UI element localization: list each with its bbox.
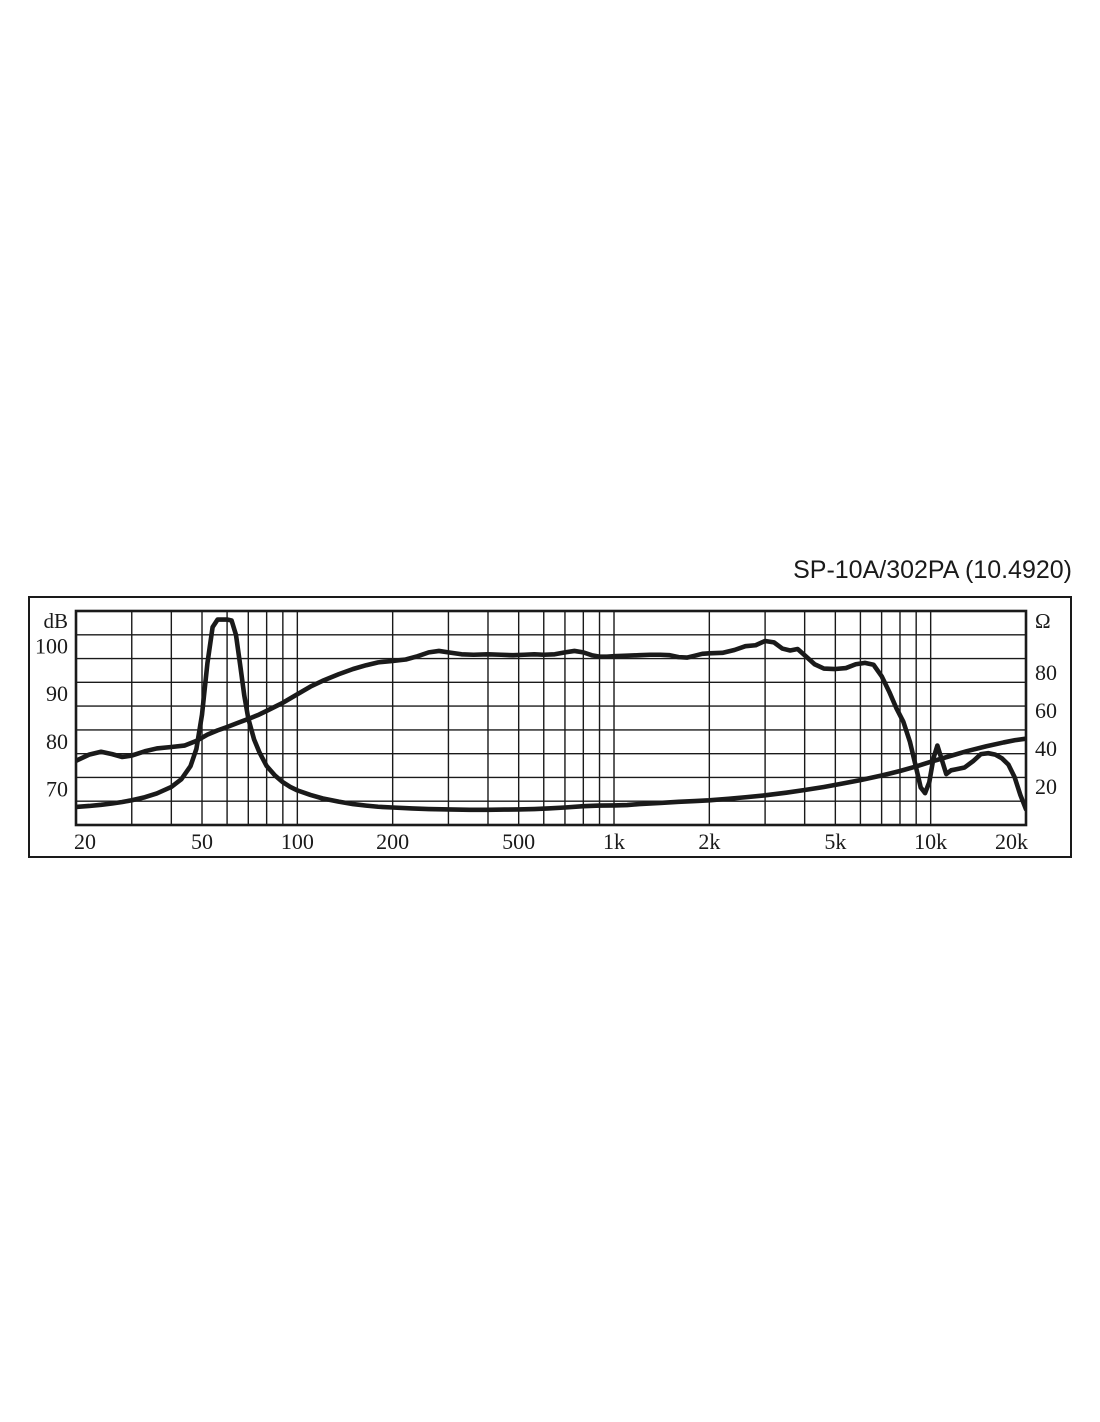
y2-tick-label: 20 (1035, 774, 1057, 799)
x-tick-label: 100 (281, 829, 314, 854)
axis-labels: dB Ω 70 80 90 100 20 40 60 80 20 50 100 200 500 1k 2k 5k 1… (35, 609, 1057, 854)
x-tick-label: 500 (502, 829, 535, 854)
x-tick-label: 1k (603, 829, 625, 854)
y2-tick-label: 60 (1035, 698, 1057, 723)
y2-tick-label: 40 (1035, 736, 1057, 761)
y-tick-label: 100 (35, 634, 68, 659)
left-axis-unit-label: dB (43, 609, 68, 633)
page-title: SP-10A/302PA (10.4920) (793, 556, 1072, 584)
x-tick-label: 10k (914, 829, 947, 854)
right-axis-unit-label: Ω (1035, 609, 1051, 633)
data-curves (76, 617, 1026, 813)
curve-impedance (76, 617, 1026, 813)
x-tick-label: 200 (376, 829, 409, 854)
y-tick-label: 70 (46, 776, 68, 801)
x-tick-label: 5k (824, 829, 846, 854)
x-tick-label: 20k (995, 829, 1028, 854)
y-tick-label: 80 (46, 729, 68, 754)
y-tick-label: 90 (46, 681, 68, 706)
frequency-response-chart: dB Ω 70 80 90 100 20 40 60 80 20 50 100 200 500 1k 2k 5k 1… (28, 596, 1072, 858)
x-tick-label: 20 (74, 829, 96, 854)
plot-border (74, 609, 1028, 827)
chart-plot-area: dB Ω 70 80 90 100 20 40 60 80 20 50 100 200 500 1k 2k 5k 1… (35, 609, 1057, 854)
grid-lines (74, 609, 1028, 827)
y2-tick-label: 80 (1035, 660, 1057, 685)
x-tick-label: 50 (191, 829, 213, 854)
curve-spl (76, 638, 1026, 812)
x-tick-label: 2k (698, 829, 720, 854)
